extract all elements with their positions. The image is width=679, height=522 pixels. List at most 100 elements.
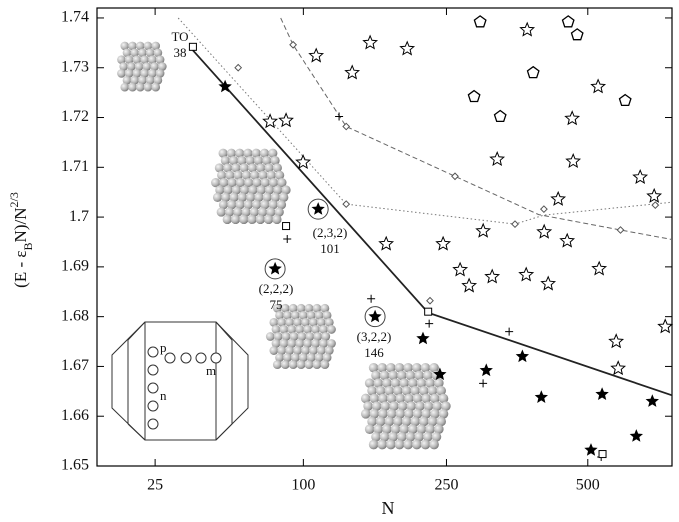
cluster-atom bbox=[127, 62, 136, 71]
cluster-atom bbox=[229, 192, 239, 202]
cluster-atom bbox=[427, 386, 438, 396]
cluster-atom bbox=[379, 370, 390, 381]
cluster-atom bbox=[303, 325, 313, 334]
cluster-atom bbox=[122, 48, 132, 58]
cluster-atom bbox=[397, 432, 407, 442]
y-tick-label: 1.65 bbox=[61, 457, 89, 474]
series-line bbox=[192, 49, 673, 397]
star-open-point bbox=[308, 47, 325, 63]
cluster-atom bbox=[367, 386, 377, 396]
cluster-image bbox=[265, 303, 336, 370]
cluster-atom bbox=[237, 155, 247, 166]
cluster-atom bbox=[395, 393, 406, 404]
cluster-atom bbox=[221, 192, 231, 202]
cluster-atom bbox=[373, 378, 384, 388]
cluster-atom bbox=[271, 325, 281, 334]
pentagon-point bbox=[561, 15, 575, 28]
cluster-atom bbox=[270, 192, 281, 202]
cluster-atom bbox=[415, 401, 425, 411]
star-filled-point bbox=[311, 202, 325, 215]
cluster-atom bbox=[155, 69, 165, 78]
cluster-atom bbox=[235, 200, 245, 210]
cluster-atom bbox=[148, 69, 157, 78]
cluster-atom bbox=[304, 303, 314, 313]
cluster-atom bbox=[441, 401, 451, 411]
cluster-atom bbox=[211, 178, 221, 188]
inset-atom bbox=[180, 352, 192, 364]
cluster-atom bbox=[394, 362, 405, 373]
inset-atom bbox=[164, 352, 176, 364]
cluster-atom bbox=[388, 370, 399, 381]
cluster-atom bbox=[288, 360, 298, 370]
cluster-atom bbox=[119, 62, 128, 71]
cluster-atom bbox=[235, 148, 245, 158]
star-filled-point bbox=[584, 443, 598, 456]
y-axis-label-part: (E - ε bbox=[11, 250, 30, 287]
cluster-atom bbox=[143, 41, 153, 51]
cluster-atom bbox=[224, 207, 235, 217]
cluster-atom bbox=[291, 310, 300, 320]
cluster-atom bbox=[128, 41, 137, 51]
star-open-point bbox=[559, 232, 576, 248]
cluster-atom bbox=[291, 353, 300, 362]
cluster-atom bbox=[432, 401, 443, 411]
cluster-atom bbox=[150, 62, 159, 71]
cluster-atom bbox=[253, 155, 264, 166]
cluster-atom bbox=[399, 378, 410, 388]
cluster-atom bbox=[401, 416, 412, 427]
pentagon-point bbox=[570, 28, 584, 41]
cluster-atom bbox=[135, 82, 145, 92]
annotation: TO bbox=[171, 29, 188, 44]
cluster-atom bbox=[289, 332, 299, 341]
cluster-atom bbox=[266, 170, 276, 180]
inset-atom bbox=[210, 352, 222, 364]
highlight-circle bbox=[364, 306, 386, 328]
x-tick-label: 250 bbox=[434, 477, 458, 494]
annotation: (3,2,2) bbox=[357, 329, 392, 344]
cluster-atom bbox=[309, 318, 318, 327]
cluster-atom bbox=[277, 346, 287, 355]
cluster-atom bbox=[377, 362, 388, 373]
cluster-atom bbox=[153, 76, 163, 85]
star-open-point bbox=[590, 78, 607, 94]
annotation: 101 bbox=[320, 241, 340, 256]
cluster-atom bbox=[130, 76, 140, 85]
cluster-atom bbox=[390, 378, 401, 388]
cluster-atom bbox=[271, 339, 281, 348]
plus-point bbox=[367, 294, 376, 303]
cluster-atom bbox=[233, 207, 243, 217]
cluster-atom bbox=[247, 163, 258, 173]
cluster-atom bbox=[260, 200, 270, 210]
cluster-atom bbox=[262, 155, 272, 166]
inset-atom bbox=[147, 364, 159, 376]
cluster-atom bbox=[436, 386, 446, 396]
cluster-atom bbox=[427, 416, 438, 427]
cluster-atom bbox=[368, 362, 379, 373]
diamond-point bbox=[289, 40, 298, 49]
star-open-point bbox=[564, 110, 581, 126]
cluster-atom bbox=[135, 41, 145, 51]
cluster-atom bbox=[425, 424, 435, 435]
cluster-atom bbox=[132, 69, 142, 78]
star-open-point bbox=[461, 277, 478, 293]
y-tick-label: 1.66 bbox=[61, 407, 89, 424]
diamond-point bbox=[651, 201, 660, 210]
cluster-atom bbox=[258, 207, 268, 217]
star-open-point bbox=[399, 40, 416, 56]
cluster-atom bbox=[235, 178, 246, 188]
x-tick-label: 500 bbox=[576, 477, 600, 494]
cluster-atom bbox=[360, 393, 371, 404]
cluster-atom bbox=[243, 200, 253, 210]
star-filled-point bbox=[368, 309, 382, 323]
cluster-image bbox=[117, 41, 167, 92]
cluster-atom bbox=[219, 178, 229, 188]
cluster-atom bbox=[371, 370, 381, 381]
cluster-atom bbox=[303, 339, 313, 348]
cluster-atom bbox=[264, 163, 274, 173]
cluster-atom bbox=[312, 303, 322, 313]
cluster-atom bbox=[265, 332, 275, 341]
star-open-point bbox=[452, 261, 469, 277]
cluster-atom bbox=[373, 424, 384, 435]
cluster-atom bbox=[379, 432, 390, 442]
plus-point bbox=[425, 319, 434, 328]
